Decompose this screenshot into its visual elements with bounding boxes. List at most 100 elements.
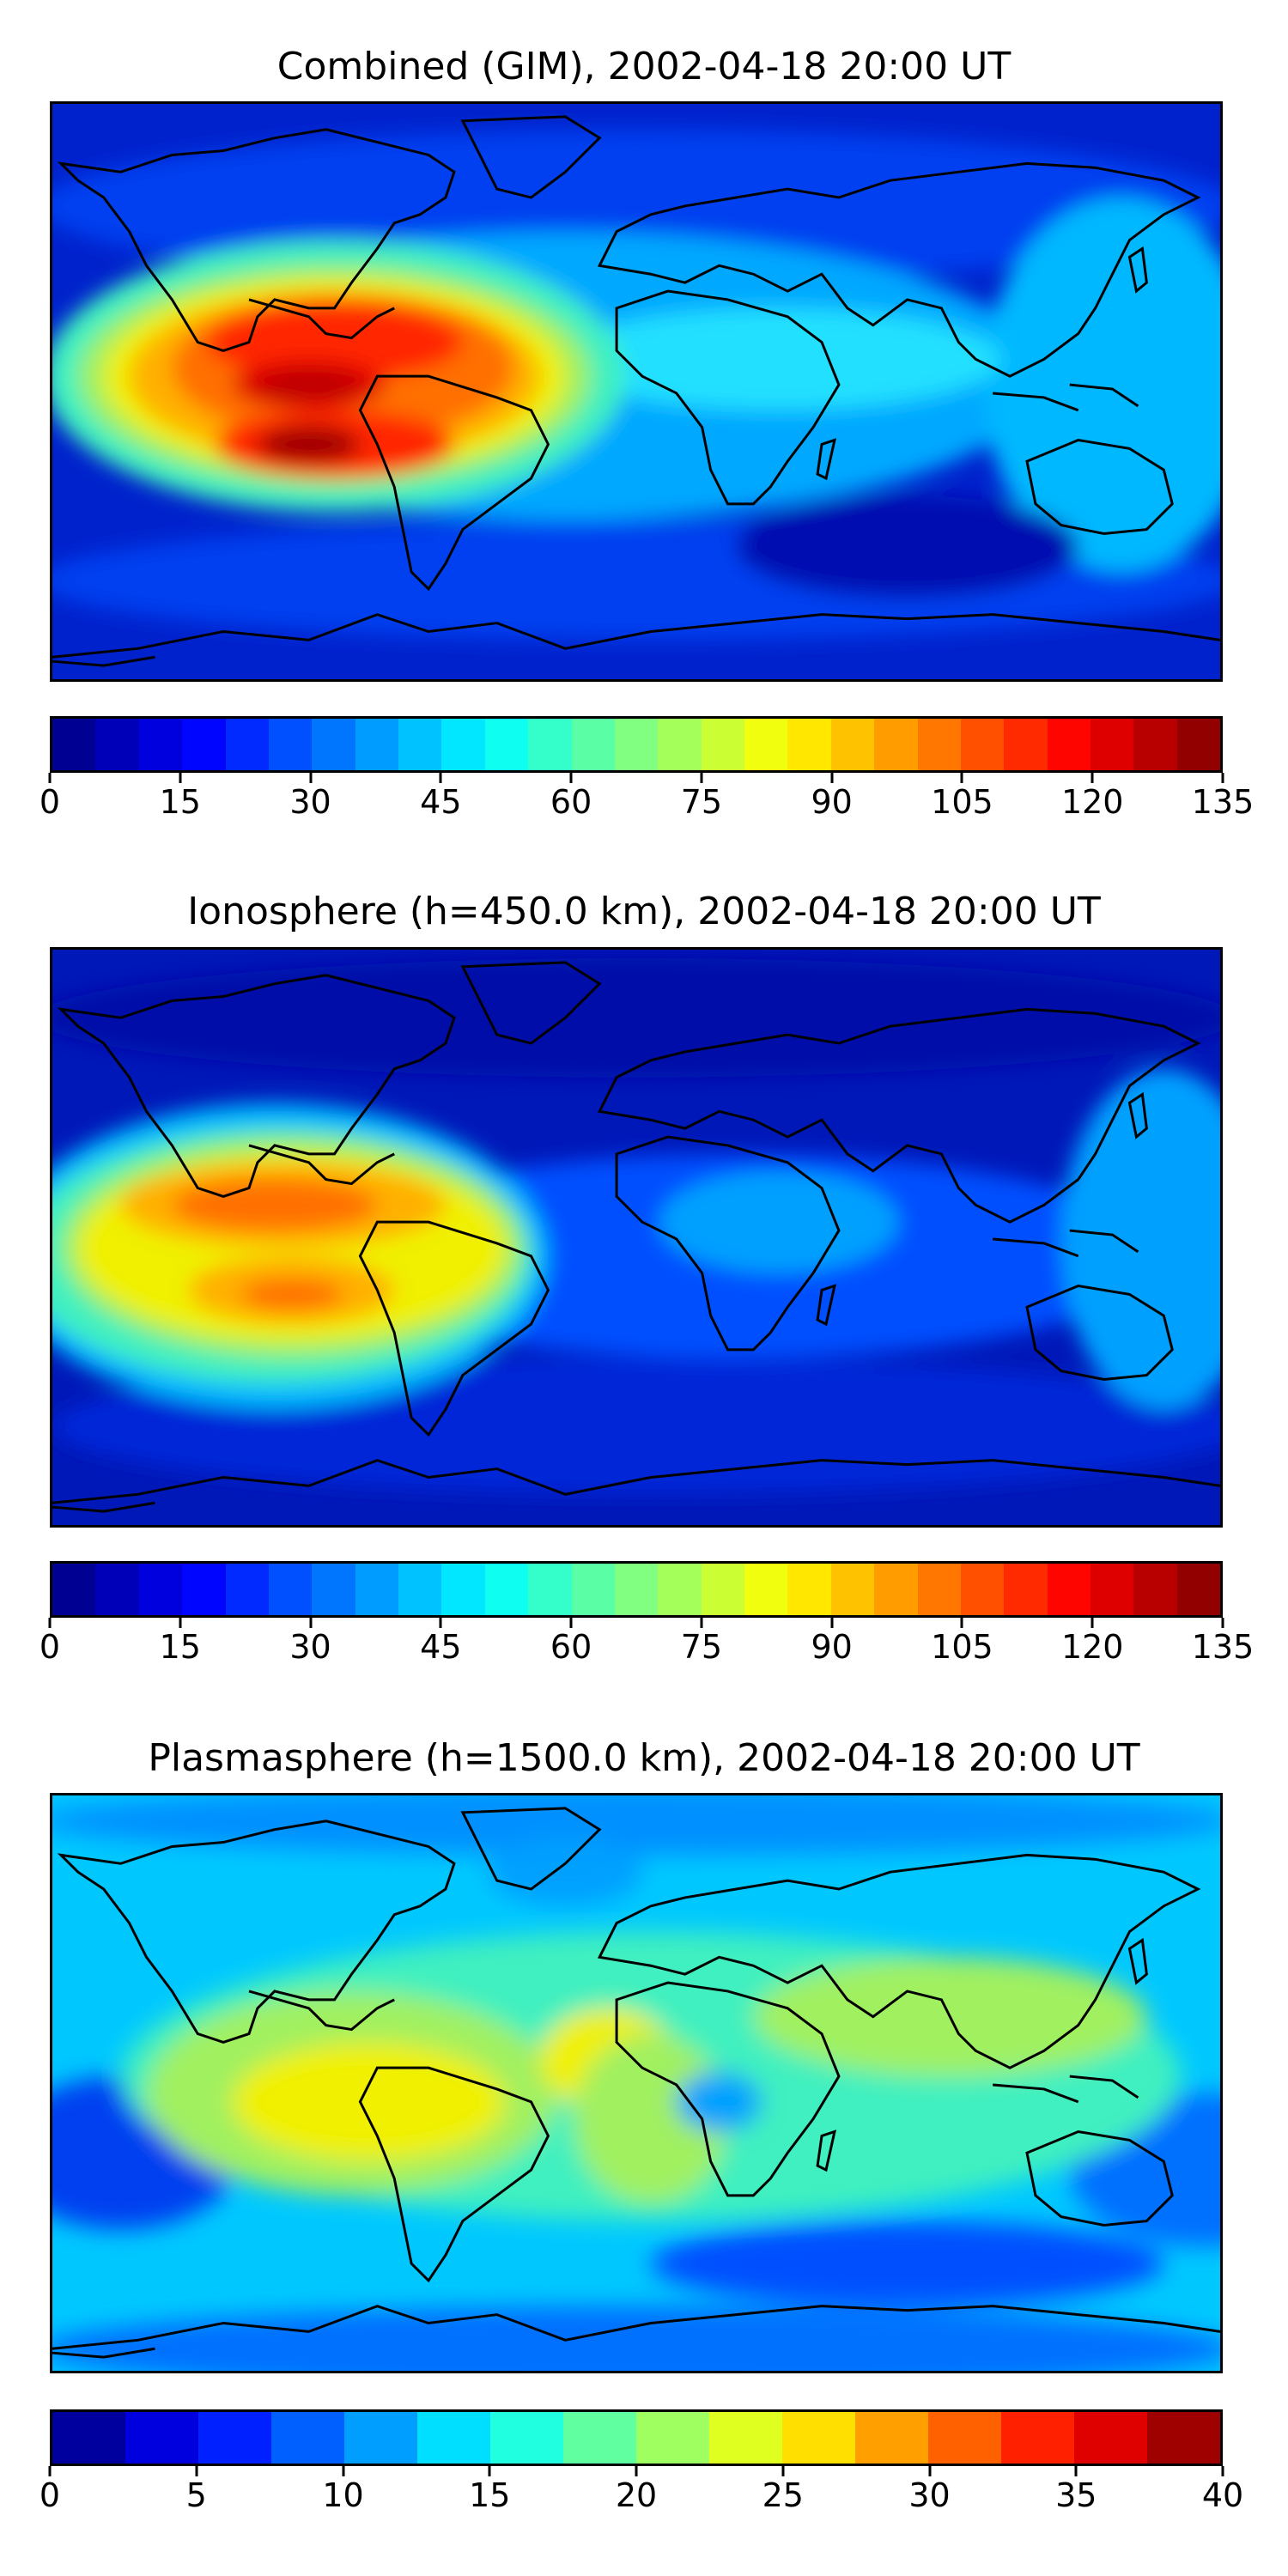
colorbar-ticks-ionosphere: 0 15 30 45 60 75 90 105 120 135 xyxy=(39,1618,1254,1666)
colorbar-bin xyxy=(855,2412,928,2464)
colorbar-bin xyxy=(614,719,659,770)
colorbar-combined xyxy=(50,716,1223,773)
colorbar-bin xyxy=(571,719,615,770)
colorbar-bin xyxy=(571,1564,615,1615)
colorbar-bin xyxy=(1047,719,1091,770)
colorbar-tick-mark xyxy=(48,2466,52,2476)
colorbar-tick-label: 60 xyxy=(550,1628,592,1666)
colorbar-tick-label: 0 xyxy=(39,1628,61,1666)
colorbar-tick-mark xyxy=(830,1618,834,1628)
colorbar-tick-label: 120 xyxy=(1060,783,1124,821)
colorbar-bin xyxy=(709,2412,782,2464)
colorbar-tick-mark xyxy=(439,1618,442,1628)
colorbar-bin xyxy=(658,1564,702,1615)
colorbar-tick-mark xyxy=(1221,773,1224,783)
colorbar-tick-mark xyxy=(569,773,573,783)
colorbar-bin xyxy=(1133,719,1177,770)
colorbar-bin xyxy=(1176,1564,1220,1615)
colorbar-bin xyxy=(1133,1564,1177,1615)
colorbar-bin xyxy=(744,1564,788,1615)
colorbar-tick-mark xyxy=(960,1618,963,1628)
colorbar-ticks-combined: 0 15 30 45 60 75 90 105 120 135 xyxy=(39,773,1254,821)
colorbar-bin xyxy=(95,1564,139,1615)
colorbar-tick-label: 15 xyxy=(159,1628,201,1666)
colorbar-tick-label: 90 xyxy=(811,783,853,821)
colorbar-bin xyxy=(344,2412,417,2464)
colorbar-bin xyxy=(1147,2412,1220,2464)
colorbar-tick-label: 105 xyxy=(931,783,993,821)
colorbar-bin xyxy=(787,719,831,770)
panel-title-ionosphere: Ionosphere (h=450.0 km), 2002-04-18 20:0… xyxy=(187,890,1101,933)
colorbar-bin xyxy=(484,1564,529,1615)
colorbar-bin xyxy=(1074,2412,1147,2464)
colorbar-bin xyxy=(928,2412,1001,2464)
colorbar-bin xyxy=(1091,719,1134,770)
colorbar-bin xyxy=(138,719,183,770)
colorbar-tick-label: 45 xyxy=(420,783,462,821)
colorbar-tick-mark xyxy=(1221,2466,1224,2476)
colorbar-bin xyxy=(312,1564,355,1615)
map-combined-svg xyxy=(52,104,1220,679)
colorbar-bin xyxy=(614,1564,659,1615)
colorbar-bin xyxy=(636,2412,709,2464)
colorbar-bin xyxy=(490,2412,563,2464)
colorbar-bin xyxy=(398,719,442,770)
colorbar-bin xyxy=(917,719,961,770)
colorbar-tick-label: 0 xyxy=(39,2476,61,2514)
colorbar-tick-label: 30 xyxy=(289,1628,331,1666)
colorbar-bin xyxy=(484,719,529,770)
colorbar-tick-label: 25 xyxy=(762,2476,804,2514)
colorbar-bin xyxy=(1004,1564,1048,1615)
colorbar-bin xyxy=(182,719,226,770)
map-ionosphere-svg xyxy=(52,950,1220,1525)
colorbar-bin xyxy=(225,1564,269,1615)
colorbar-bin xyxy=(874,1564,918,1615)
colorbar-bin xyxy=(198,2412,271,2464)
colorbar-bin xyxy=(528,1564,572,1615)
colorbar-bin xyxy=(701,719,744,770)
colorbar-bin xyxy=(355,1564,398,1615)
colorbar-tick-mark xyxy=(488,2466,491,2476)
colorbar-bin xyxy=(138,1564,183,1615)
colorbar-tick-mark xyxy=(569,1618,573,1628)
colorbar-bin xyxy=(658,719,702,770)
map-ionosphere xyxy=(50,947,1223,1528)
colorbar-tick-label: 135 xyxy=(1191,1628,1255,1666)
colorbar-bin xyxy=(1047,1564,1091,1615)
colorbar-bin xyxy=(398,1564,442,1615)
colorbar-tick-label: 60 xyxy=(550,783,592,821)
colorbar-tick-label: 15 xyxy=(159,783,201,821)
colorbar-bin xyxy=(528,719,572,770)
map-plasmasphere xyxy=(50,1793,1223,2373)
colorbar-tick-label: 15 xyxy=(469,2476,511,2514)
colorbar-bin xyxy=(830,719,875,770)
colorbar-tick-mark xyxy=(700,1618,703,1628)
colorbar-tick-mark xyxy=(830,773,834,783)
colorbar-bin xyxy=(1001,2412,1074,2464)
colorbar-plasmasphere xyxy=(50,2409,1223,2466)
colorbar-tick-mark xyxy=(635,2466,638,2476)
colorbar-bin xyxy=(225,719,269,770)
colorbar-bin xyxy=(874,719,918,770)
colorbar-bin xyxy=(52,1564,96,1615)
colorbar-tick-label: 20 xyxy=(615,2476,658,2514)
colorbar-tick-label: 75 xyxy=(680,1628,723,1666)
colorbar-tick-mark xyxy=(179,1618,182,1628)
colorbar-tick-label: 30 xyxy=(908,2476,951,2514)
colorbar-bin xyxy=(95,719,139,770)
colorbar-tick-mark xyxy=(48,773,52,783)
colorbar-bin xyxy=(960,719,1005,770)
colorbar-ticks-plasmasphere: 0 5 10 15 20 25 30 35 40 xyxy=(39,2466,1243,2514)
colorbar-tick-mark xyxy=(960,773,963,783)
colorbar-tick-label: 30 xyxy=(289,783,331,821)
colorbar-ionosphere xyxy=(50,1561,1223,1618)
colorbar-tick-label: 105 xyxy=(931,1628,993,1666)
colorbar-tick-label: 40 xyxy=(1201,2476,1244,2514)
colorbar-tick-label: 45 xyxy=(420,1628,462,1666)
colorbar-tick-label: 35 xyxy=(1055,2476,1097,2514)
colorbar-tick-mark xyxy=(1221,1618,1224,1628)
colorbar-tick-mark xyxy=(1091,773,1094,783)
colorbar-tick-mark xyxy=(781,2466,785,2476)
colorbar-tick-label: 75 xyxy=(680,783,723,821)
colorbar-bin xyxy=(1176,719,1220,770)
